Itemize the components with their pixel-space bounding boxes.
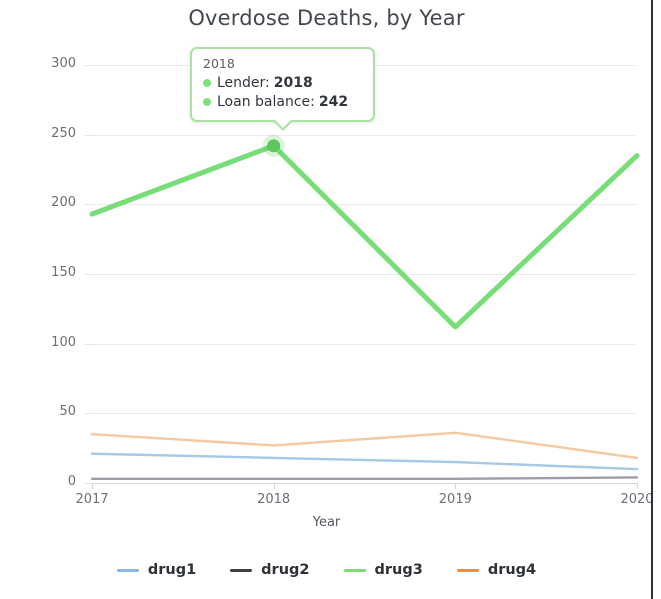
x-axis-tick-label: 2017	[75, 492, 109, 507]
tooltip-row-value: 2018	[273, 74, 313, 91]
y-axis-tick-label: 200	[51, 195, 76, 211]
active-data-point[interactable]	[267, 139, 281, 153]
legend-item-drug3[interactable]: drug3	[343, 562, 423, 578]
y-axis-tick-label: 100	[51, 334, 76, 350]
x-axis-title: Year	[312, 515, 341, 530]
gridline	[92, 204, 637, 206]
y-axis-tick	[85, 65, 92, 66]
y-axis-tick-label: 150	[51, 265, 76, 280]
y-axis-tick	[85, 413, 92, 415]
series-line-drug4[interactable]	[90, 431, 639, 460]
y-axis-tick-label: 300	[51, 56, 76, 71]
y-axis-tick	[85, 274, 92, 275]
gridline	[92, 343, 637, 345]
legend-item-drug2[interactable]: drug2	[230, 562, 310, 578]
chart-legend: drug1 drug2 drug3 drug4	[0, 562, 653, 578]
tooltip-row: Lender: 2018	[203, 74, 362, 93]
y-axis-tick-label: 250	[51, 125, 76, 141]
tooltip-row-label: Lender:	[217, 74, 270, 91]
chart-title: Overdose Deaths, by Year	[188, 6, 465, 30]
legend-label: drug4	[487, 562, 537, 578]
x-axis-tick-label: 2018	[257, 492, 291, 507]
legend-swatch-icon	[116, 568, 139, 572]
gridline	[92, 413, 637, 415]
tooltip-series-dot-icon	[203, 79, 211, 88]
tooltip-row: Loan balance: 242	[203, 93, 362, 112]
y-axis-tick-label: 50	[59, 404, 76, 420]
y-axis-tick	[85, 343, 92, 345]
x-axis-tick	[455, 483, 457, 489]
legend-item-drug1[interactable]: drug1	[116, 562, 197, 578]
series-line-drug3[interactable]	[89, 143, 640, 330]
x-axis-tick	[273, 483, 275, 489]
y-axis-tick	[85, 483, 92, 484]
series-line-drug2[interactable]	[90, 476, 639, 480]
legend-label: drug3	[374, 562, 423, 578]
gridline	[92, 274, 637, 275]
legend-swatch-icon	[343, 568, 366, 572]
legend-label: drug1	[147, 562, 197, 578]
tooltip-row-label: Loan balance:	[217, 93, 315, 110]
series-line-drug1[interactable]	[90, 452, 639, 471]
gridline	[92, 134, 637, 136]
chart-tooltip: 2018 Lender: 2018 Loan balance: 242	[190, 47, 375, 132]
legend-label: drug2	[261, 562, 310, 578]
y-axis-tick	[85, 204, 92, 206]
y-axis-tick-label: 0	[67, 474, 76, 489]
legend-item-drug4[interactable]: drug4	[456, 562, 537, 578]
legend-swatch-icon	[230, 568, 253, 572]
x-axis-tick	[92, 483, 93, 489]
right-edge-scrollbar[interactable]	[651, 0, 661, 599]
x-axis-tick-label: 2019	[438, 492, 472, 507]
x-axis-line	[92, 483, 638, 484]
legend-swatch-icon	[456, 568, 479, 572]
y-axis-tick	[85, 134, 92, 136]
tooltip-series-dot-icon	[203, 97, 211, 106]
tooltip-arrow-icon	[271, 120, 294, 132]
x-axis-tick	[637, 483, 638, 489]
tooltip-row-value: 242	[318, 93, 349, 110]
x-axis-tick-label: 2020	[620, 492, 654, 507]
tooltip-header: 2018	[203, 56, 235, 71]
